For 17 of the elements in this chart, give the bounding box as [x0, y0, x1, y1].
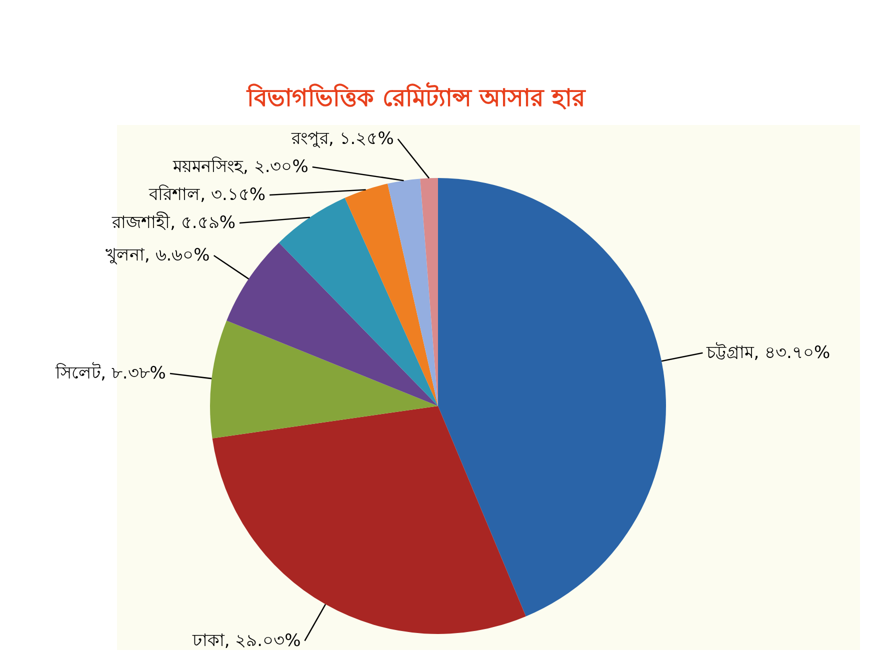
- slice-label: চট্টগ্রাম, ৪৩.৭০%: [706, 342, 830, 363]
- pie-slice: [388, 178, 438, 406]
- chart-title: বিভাগভিত্তিক রেমিট্যান্স আসার হার: [246, 82, 586, 112]
- slice-label: ময়মনসিংহ, ২.৩০%: [172, 156, 308, 177]
- slice-label: রংপুর, ১.২৫%: [290, 129, 394, 149]
- pie-slice: [226, 242, 438, 406]
- slice-label: বরিশাল, ৩.১৫%: [148, 184, 266, 205]
- pie-slice: [278, 198, 438, 406]
- pie-slice: [344, 184, 438, 406]
- slice-label: রাজশাহী, ৫.৫৯%: [111, 212, 236, 233]
- slice-label: সিলেট, ৮.৩৮%: [54, 362, 166, 384]
- pie-slice: [438, 178, 666, 616]
- slice-label: ঢাকা, ২৯.০৩%: [191, 630, 301, 651]
- pie-slice: [420, 178, 438, 406]
- slice-label: খুলনা, ৬.৬০%: [105, 246, 210, 266]
- pie-slice: [212, 406, 526, 634]
- pie-slice: [210, 320, 438, 438]
